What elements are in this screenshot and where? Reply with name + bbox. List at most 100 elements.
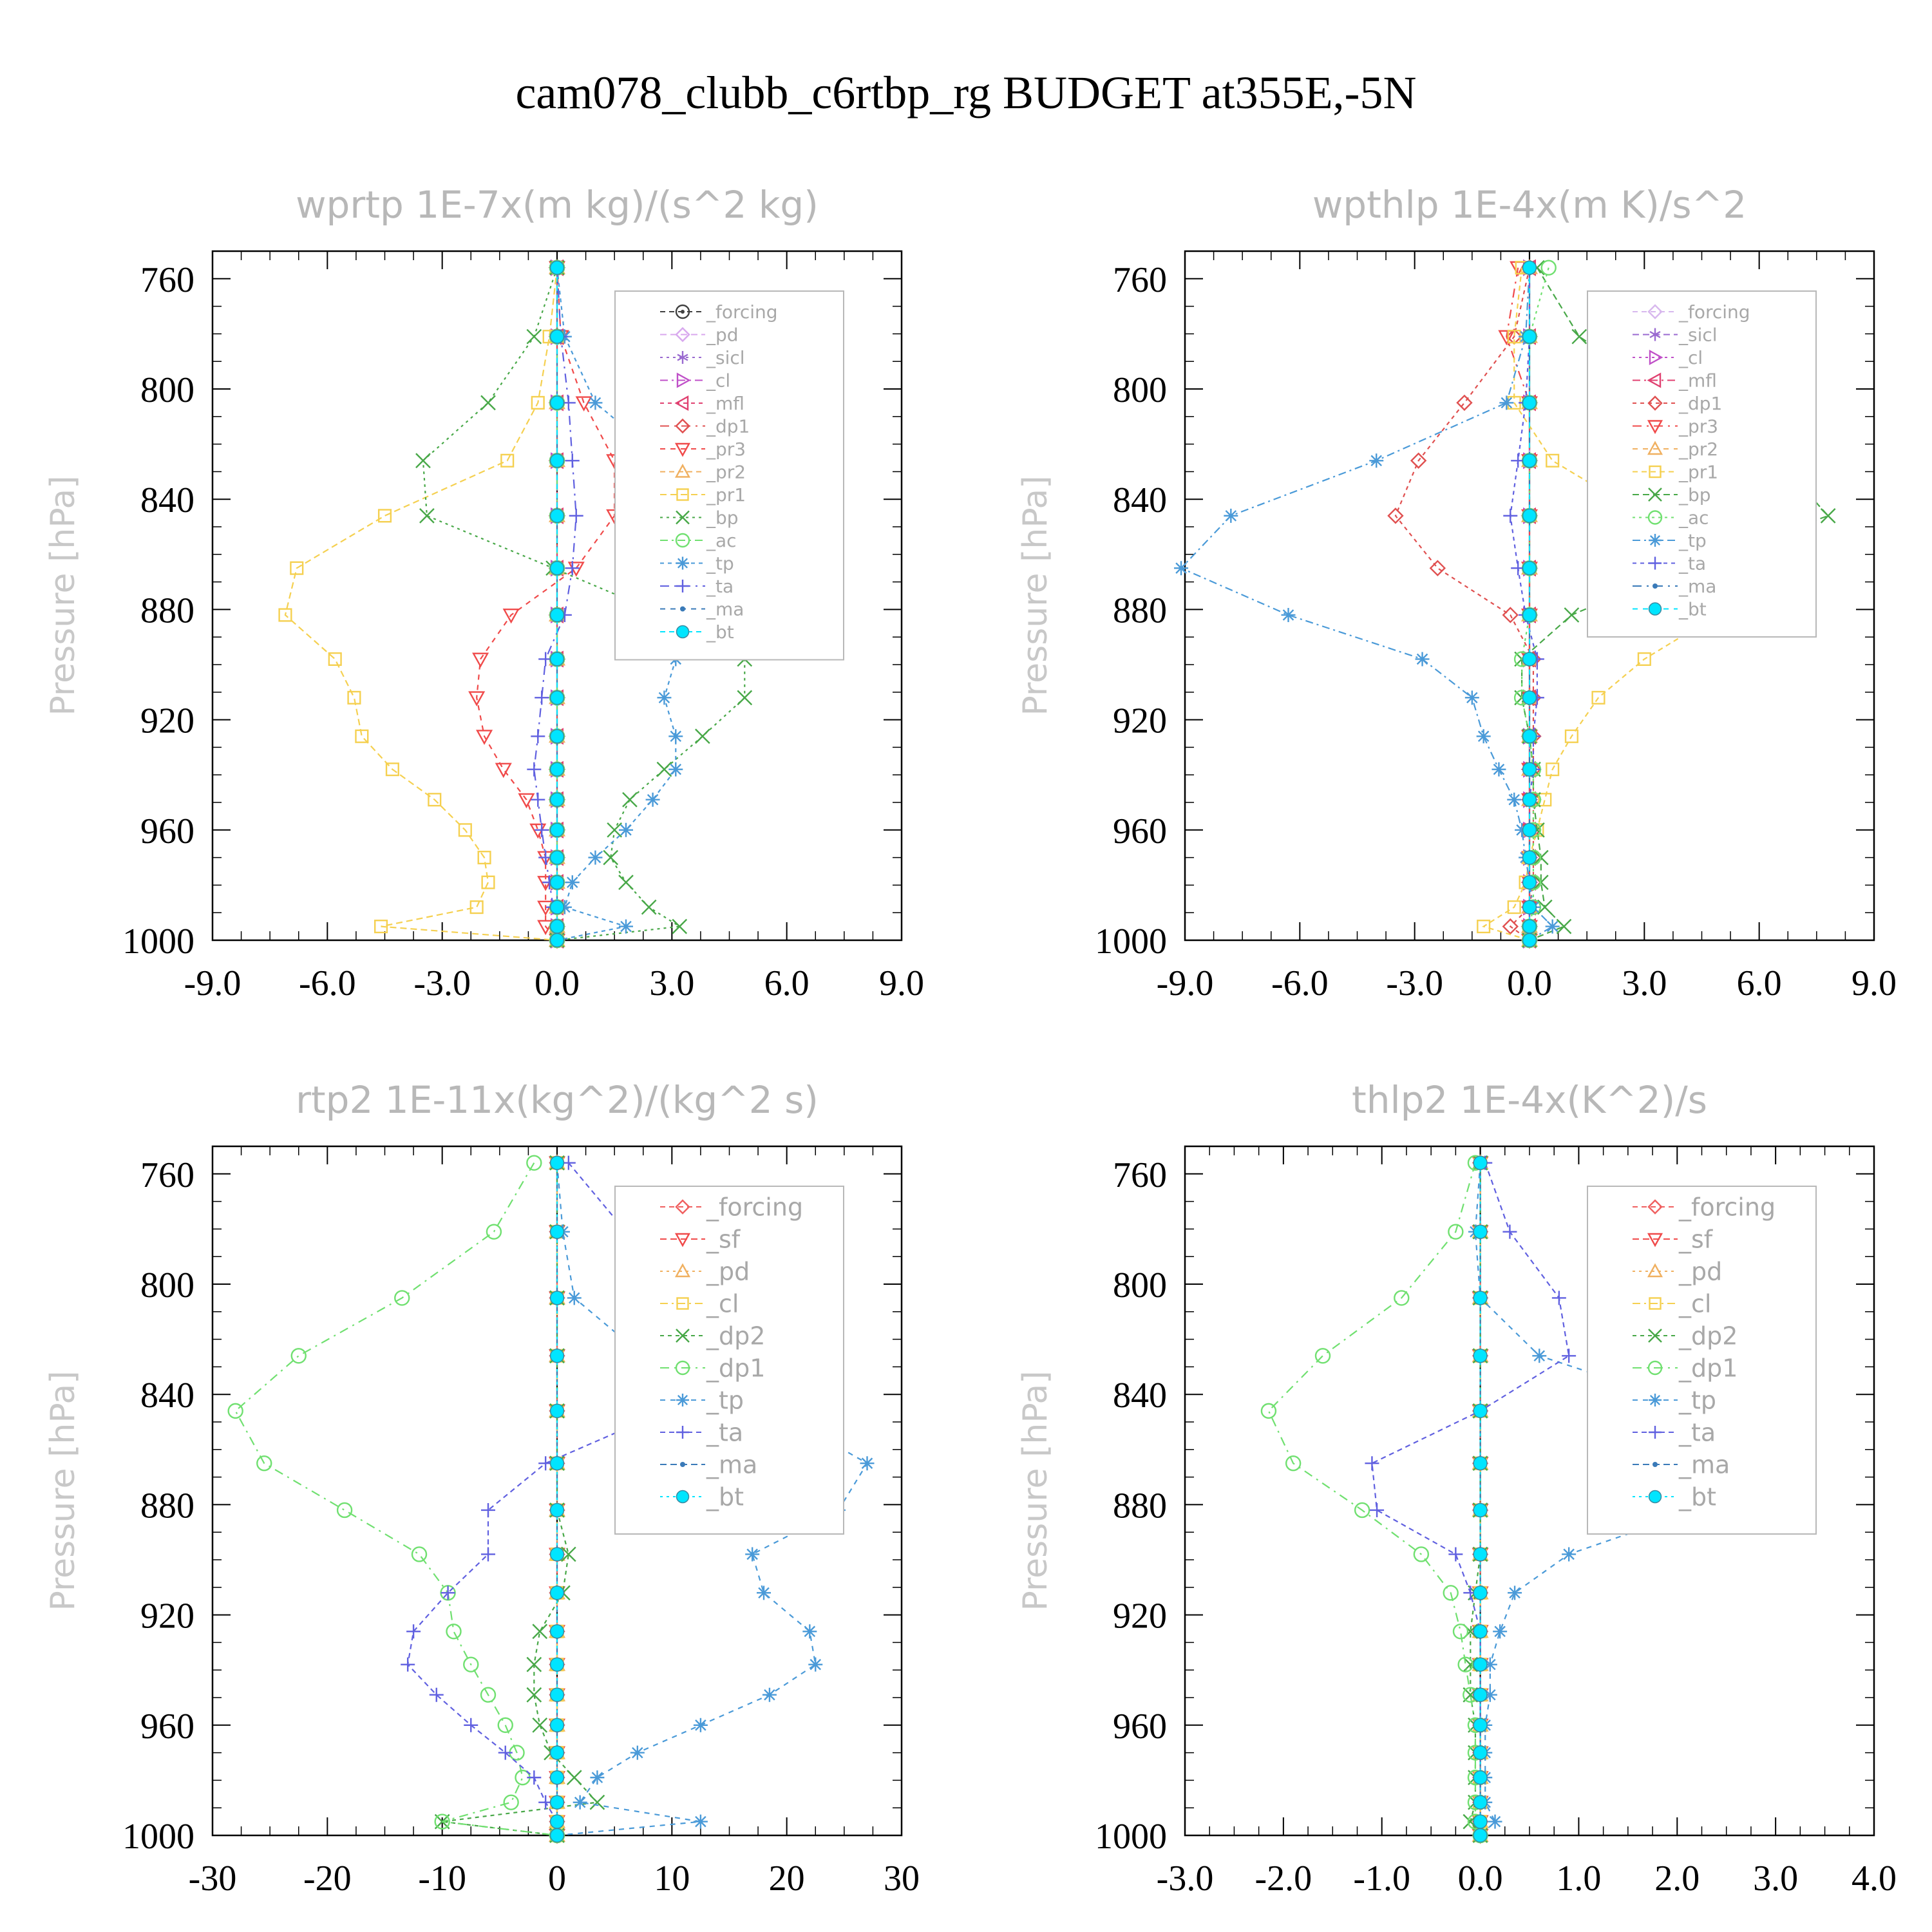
legend-marker (1647, 440, 1663, 455)
data-point (1564, 729, 1578, 743)
legend-marker (674, 1233, 691, 1247)
legend-marker (675, 327, 690, 343)
y-tick-label: 800 (140, 1265, 194, 1305)
data-point (1522, 919, 1537, 934)
data-point (1546, 762, 1560, 777)
legend-item: _dp1 (1633, 393, 1722, 414)
legend-label: _cl (1678, 1289, 1711, 1318)
legend-marker (676, 1426, 689, 1439)
legend-item: _tp (1633, 1386, 1716, 1414)
legend-marker (1653, 1462, 1658, 1467)
legend-item: _bt (660, 1482, 744, 1511)
legend-label: _ma (1678, 576, 1716, 597)
legend-marker (676, 580, 689, 592)
legend-label: _tp (706, 553, 734, 574)
legend-label: _ac (1678, 507, 1709, 528)
legend-marker (1648, 1490, 1662, 1504)
data-point (549, 1155, 565, 1170)
data-point (668, 729, 683, 744)
series-ac (1513, 260, 1557, 949)
legend-label: _dp1 (706, 1354, 765, 1382)
data-point (1473, 1155, 1488, 1170)
data-point (1473, 1718, 1488, 1733)
legend-label: _bp (706, 507, 739, 528)
data-point (406, 1624, 421, 1639)
data-point (518, 793, 535, 809)
legend-label: _ac (706, 530, 737, 551)
legend-label: _cl (706, 370, 730, 391)
legend-label: _sicl (1678, 324, 1718, 345)
legend-marker (675, 1199, 690, 1215)
data-point (1522, 875, 1537, 890)
data-point (622, 791, 638, 808)
legend-item: _sicl (1633, 324, 1718, 345)
panel-rtp2: rtp2 1E-11x(kg^2)/(kg^2 s) Pressure [hPa… (44, 1078, 920, 1899)
data-point (1457, 1656, 1473, 1672)
legend-box (614, 1186, 844, 1535)
legend-label: _forcing (706, 1193, 803, 1221)
x-tick-label: -30 (189, 1859, 237, 1899)
data-point (630, 1745, 645, 1760)
data-point (1522, 508, 1537, 524)
data-point (549, 1745, 565, 1760)
data-point (549, 607, 565, 623)
data-point (693, 1814, 708, 1829)
y-tick-label: 840 (140, 480, 194, 520)
data-point (565, 561, 580, 576)
legend-label: _mfl (1678, 370, 1717, 391)
data-point (1551, 1291, 1566, 1305)
data-point (1452, 1624, 1469, 1640)
legend-box (614, 290, 844, 661)
data-point (1429, 560, 1446, 576)
y-axis-label: Pressure [hPa] (44, 1371, 82, 1611)
legend-label: _forcing (1678, 1193, 1776, 1221)
data-point (668, 762, 683, 777)
data-point (549, 508, 565, 524)
x-tick-label: 4.0 (1852, 1859, 1897, 1899)
data-point (1564, 607, 1580, 623)
data-point (549, 1349, 565, 1363)
legend: _forcing_pd_sicl_cl_mfl_dp1_pr3_pr2_pr1_… (614, 290, 844, 661)
legend-marker (676, 372, 691, 388)
data-point (1369, 453, 1384, 468)
data-point (1473, 1770, 1488, 1785)
panel-title: wprtp 1E-7x(m kg)/(s^2 kg) (296, 183, 819, 227)
panel-title: rtp2 1E-11x(kg^2)/(kg^2 s) (296, 1078, 819, 1122)
series-line (1482, 267, 1757, 942)
y-tick-label: 800 (1113, 370, 1167, 410)
data-point (656, 761, 672, 777)
data-point (486, 1224, 502, 1240)
legend-label: _mfl (706, 393, 744, 414)
data-point (1473, 1547, 1488, 1562)
legend-item: _ta (1633, 1418, 1716, 1446)
series-dp1 (1260, 1155, 1488, 1844)
data-point (500, 453, 515, 468)
data-point (549, 850, 565, 865)
data-point (385, 762, 399, 777)
data-point (1522, 561, 1537, 576)
legend-marker (1647, 372, 1662, 388)
legend-item: _pr2 (660, 461, 746, 482)
legend: _forcing_sicl_cl_mfl_dp1_pr3_pr2_pr1_bp_… (1587, 290, 1817, 638)
legend-item: _dp1 (1633, 1354, 1738, 1382)
data-point (1473, 1814, 1488, 1829)
legend-marker (1649, 556, 1662, 570)
y-tick-label: 800 (1113, 1265, 1167, 1305)
data-point (693, 1718, 708, 1732)
data-point (1473, 1745, 1488, 1760)
series-line (1180, 267, 1554, 941)
legend-item: _pr1 (660, 484, 746, 506)
legend-label: _pr2 (1678, 439, 1718, 460)
data-point (1515, 822, 1530, 837)
legend-label: _tp (706, 1386, 744, 1414)
legend-label: _bt (1678, 598, 1707, 620)
data-point (1476, 729, 1491, 744)
data-point (566, 1770, 582, 1785)
series-group (1260, 1154, 1793, 1844)
data-point (549, 1547, 565, 1562)
legend-label: _pr2 (706, 461, 746, 482)
legend-label: _bt (1678, 1482, 1716, 1511)
legend-label: _forcing (706, 301, 778, 323)
data-point (657, 690, 672, 705)
